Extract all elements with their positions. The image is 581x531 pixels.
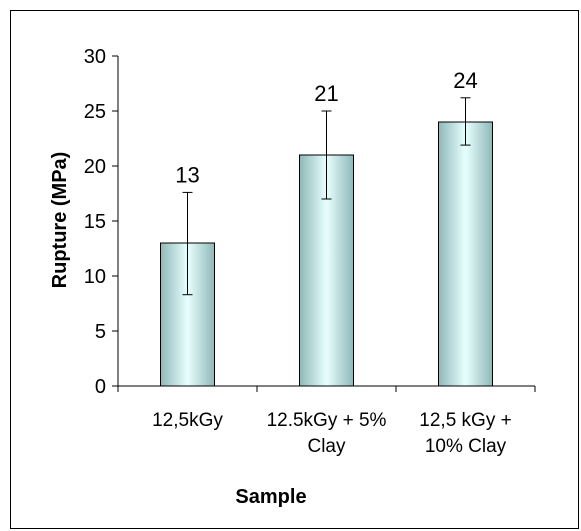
y-tick-labels: 0 5 10 15 20 25 30 bbox=[84, 46, 106, 398]
y-tick-label: 10 bbox=[84, 266, 106, 288]
error-bar bbox=[182, 191, 193, 296]
x-tick-label: 12.5kGy + 5% Clay bbox=[267, 410, 387, 457]
y-tick-label: 20 bbox=[84, 156, 106, 178]
data-label: 13 bbox=[175, 162, 199, 187]
data-labels: 13 21 24 bbox=[175, 68, 477, 188]
x-axis-title: Sample bbox=[235, 486, 306, 508]
y-tick-label: 30 bbox=[84, 46, 106, 68]
x-tick-labels: 12,5kGy 12.5kGy + 5% Clay 12,5 kGy +10% Cla… bbox=[152, 410, 512, 457]
error-bar bbox=[460, 97, 471, 146]
data-label: 24 bbox=[453, 68, 477, 93]
error-bars bbox=[182, 97, 471, 296]
x-tick-label: 12,5 kGy +10% Clay bbox=[419, 410, 511, 457]
y-axis-title: Rupture (MPa) bbox=[49, 152, 71, 289]
y-tick-label: 5 bbox=[95, 321, 106, 343]
y-tick-label: 0 bbox=[95, 376, 106, 398]
data-label: 21 bbox=[314, 81, 338, 106]
bar bbox=[438, 121, 493, 387]
y-tick-label: 25 bbox=[84, 101, 106, 123]
bars bbox=[160, 121, 493, 387]
chart-frame bbox=[10, 10, 579, 529]
error-bar bbox=[321, 110, 332, 200]
y-tick-label: 15 bbox=[84, 211, 106, 233]
x-tick-label: 12,5kGy bbox=[152, 410, 223, 431]
bar bbox=[299, 154, 354, 387]
